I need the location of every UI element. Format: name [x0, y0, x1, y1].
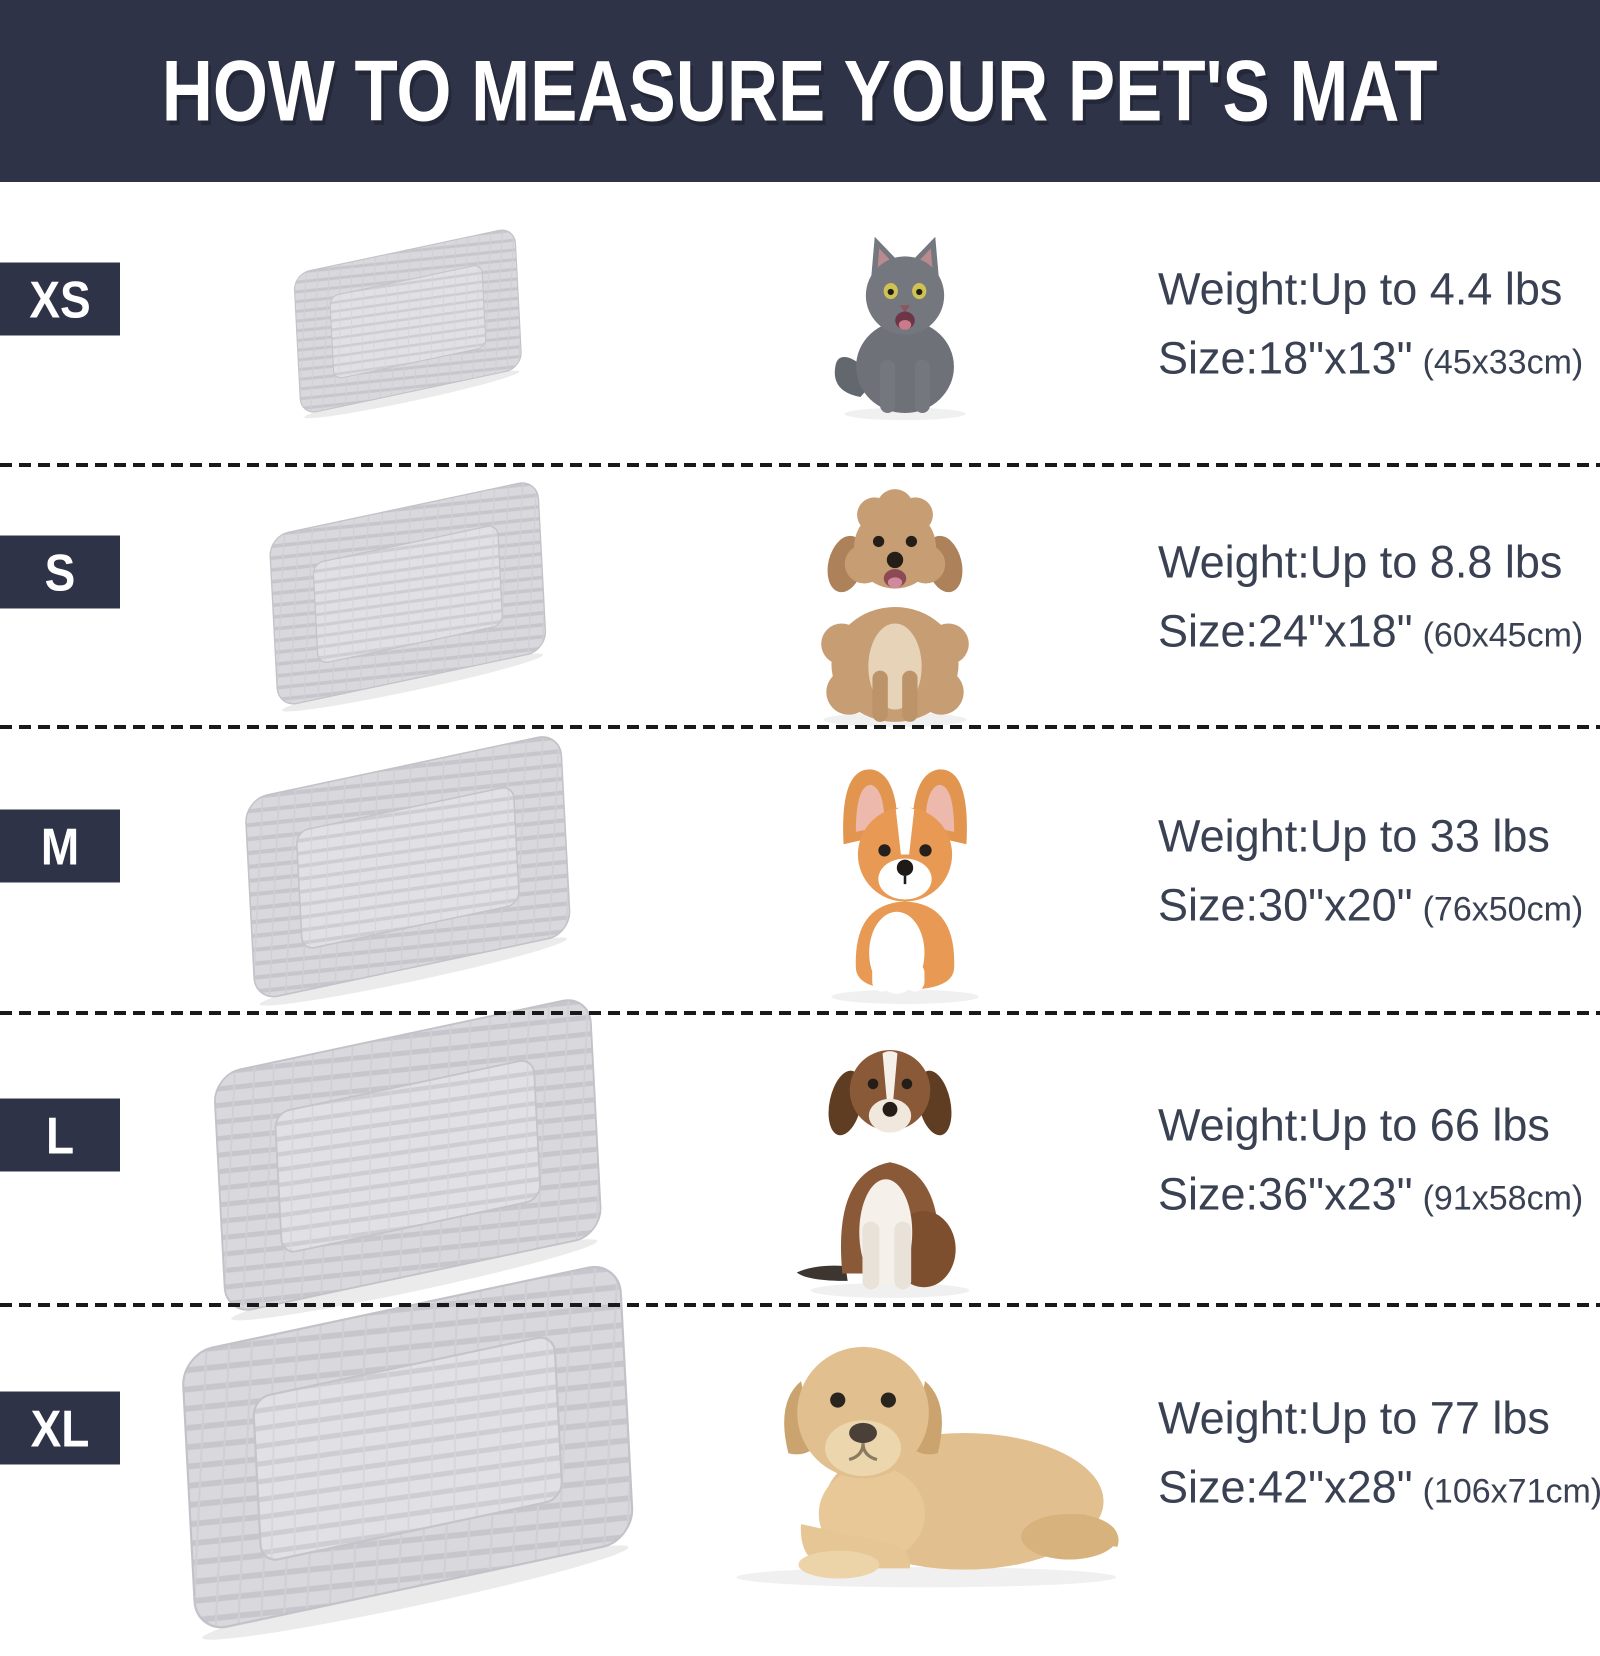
- weight-text: Weight:Up to 33 lbs: [1158, 810, 1550, 862]
- size-row: S Weight:Up to 8.8 lbs Size:24"x18" (60x4…: [0, 466, 1600, 728]
- size-row: XL Weight:Up to 77 lbs Size:42"x28" (106x…: [0, 1306, 1600, 1600]
- size-badge: L: [0, 1098, 120, 1172]
- size-badge-label: L: [45, 1105, 75, 1165]
- size-badge: XL: [0, 1391, 120, 1465]
- size-text: Size:30"x20" (76x50cm): [1158, 880, 1583, 932]
- labrador-icon: [718, 1324, 1123, 1590]
- dashed-divider: [0, 1303, 1600, 1307]
- size-inches-text: Size:36"x23": [1158, 1168, 1413, 1220]
- size-info: Weight:Up to 33 lbs Size:30"x20" (76x50cm…: [1158, 811, 1583, 932]
- hound-icon: [784, 1014, 996, 1300]
- size-badge: M: [0, 809, 120, 883]
- pet-mat-image: [172, 1250, 643, 1655]
- size-cm-text: (106x71cm): [1422, 1472, 1600, 1511]
- size-badge: XS: [0, 262, 120, 336]
- pet-mat-image: [238, 725, 577, 1017]
- size-info: Weight:Up to 4.4 lbs Size:18"x13" (45x33c…: [1158, 264, 1583, 385]
- size-badge-label: M: [40, 816, 80, 876]
- size-row: M Weight:Up to 33 lbs Size:30"x20" (76x50…: [0, 728, 1600, 1014]
- size-inches-text: Size:18"x13": [1158, 332, 1413, 384]
- size-badge: S: [0, 535, 120, 609]
- poodle-icon: [793, 482, 998, 728]
- pet-mat-image: [264, 473, 553, 721]
- size-badge-label: XL: [30, 1398, 90, 1458]
- size-text: Size:36"x23" (91x58cm): [1158, 1169, 1583, 1221]
- size-row: L Weight:Up to 66 lbs Size:36"x23" (91x58…: [0, 1014, 1600, 1306]
- size-inches-text: Size:24"x18": [1158, 605, 1413, 657]
- weight-text: Weight:Up to 4.4 lbs: [1158, 263, 1563, 315]
- corgi-icon: [803, 750, 1008, 1006]
- size-badge-label: XS: [29, 269, 91, 329]
- page-title: HOW TO MEASURE YOUR PET'S MAT: [162, 43, 1438, 139]
- weight-text: Weight:Up to 8.8 lbs: [1158, 536, 1563, 588]
- weight-text: Weight:Up to 77 lbs: [1158, 1392, 1550, 1444]
- size-info: Weight:Up to 8.8 lbs Size:24"x18" (60x45c…: [1158, 537, 1583, 658]
- size-cm-text: (76x50cm): [1422, 890, 1584, 929]
- size-cm-text: (91x58cm): [1422, 1179, 1584, 1218]
- size-info: Weight:Up to 66 lbs Size:36"x23" (91x58cm…: [1158, 1100, 1583, 1221]
- header-banner: HOW TO MEASURE YOUR PET'S MAT: [0, 0, 1600, 182]
- size-text: Size:18"x13" (45x33cm): [1158, 333, 1583, 385]
- pet-mat-image: [289, 222, 527, 427]
- cat-icon: [816, 226, 994, 422]
- size-cm-text: (60x45cm): [1422, 616, 1584, 655]
- dashed-divider: [0, 725, 1600, 729]
- size-text: Size:42"x28" (106x71cm): [1158, 1462, 1600, 1514]
- size-text: Size:24"x18" (60x45cm): [1158, 606, 1583, 658]
- weight-text: Weight:Up to 66 lbs: [1158, 1099, 1550, 1151]
- size-cm-text: (45x33cm): [1422, 343, 1584, 382]
- dashed-divider: [0, 1011, 1600, 1015]
- size-info: Weight:Up to 77 lbs Size:42"x28" (106x71c…: [1158, 1393, 1600, 1514]
- size-inches-text: Size:42"x28": [1158, 1461, 1413, 1513]
- size-inches-text: Size:30"x20": [1158, 879, 1413, 931]
- size-badge-label: S: [44, 542, 76, 602]
- size-row: XS Weight:Up to 4.4 lbs Size:18"x13" (45x…: [0, 182, 1600, 466]
- dashed-divider: [0, 463, 1600, 467]
